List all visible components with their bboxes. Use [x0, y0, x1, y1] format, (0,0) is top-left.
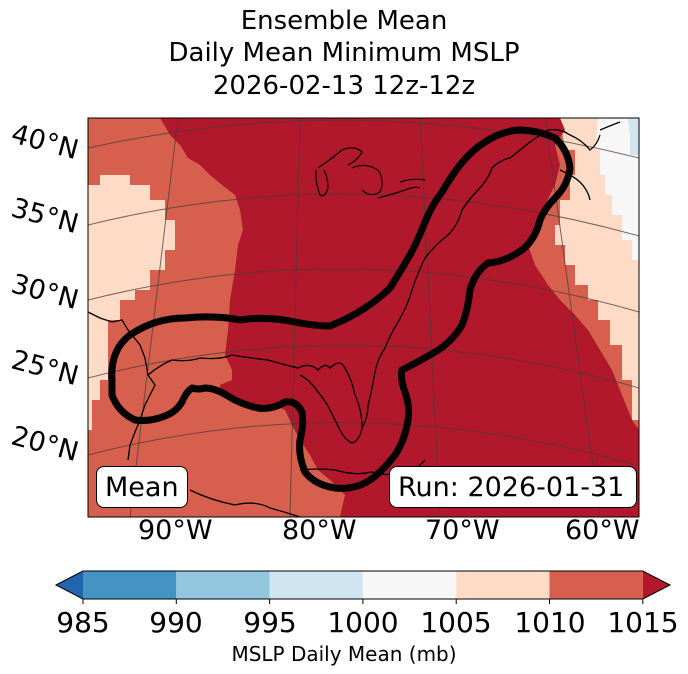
great-lakes: [315, 147, 426, 199]
mean-label-box: Mean: [96, 466, 188, 508]
field-995-1000: [628, 118, 639, 155]
colorbar-bin-985-990: [83, 571, 177, 599]
title-line-3: 2026-02-13 12z-12z: [212, 71, 476, 101]
colorbar-bin-990-995: [176, 571, 270, 599]
coastlines: [88, 121, 621, 517]
field-1015-plus: [160, 118, 639, 517]
lon-label-70w: 70°W: [425, 515, 500, 546]
colorbar-tick-995: 995: [243, 606, 297, 639]
colorbar-bin-1000-1005: [362, 571, 457, 599]
lon-label-90w: 90°W: [138, 515, 213, 546]
colorbar-tick-1010: 1010: [514, 606, 586, 639]
highlight-contour: [108, 126, 574, 492]
colorbar-tick-1005: 1005: [420, 606, 492, 639]
map-frame: [87, 117, 640, 518]
lon-label-80w: 80°W: [282, 515, 357, 546]
colorbar-max-extension: [642, 571, 670, 599]
field-1000-1005: [595, 118, 639, 260]
field-1005-1010-west: [88, 175, 175, 430]
colorbar-tick-985: 985: [56, 606, 110, 639]
colorbar-label: MSLP Daily Mean (mb): [231, 642, 457, 666]
run-label-box: Run: 2026-01-31: [389, 466, 637, 508]
colorbar-tick-1015: 1015: [607, 606, 679, 639]
title-line-2: Daily Mean Minimum MSLP: [168, 38, 520, 68]
colorbar-min-extension: [56, 571, 83, 599]
colorbar-bin-995-1000: [269, 571, 363, 599]
lon-label-60w: 60°W: [565, 515, 640, 546]
colorbar-tick-marks: [82, 599, 644, 604]
colorbar-bin-1010-1015: [549, 571, 643, 599]
colorbar-tick-1000: 1000: [327, 606, 399, 639]
colorbar-tick-990: 990: [149, 606, 203, 639]
title-line-1: Ensemble Mean: [240, 6, 448, 36]
colorbar-bin-1005-1010: [456, 571, 550, 599]
